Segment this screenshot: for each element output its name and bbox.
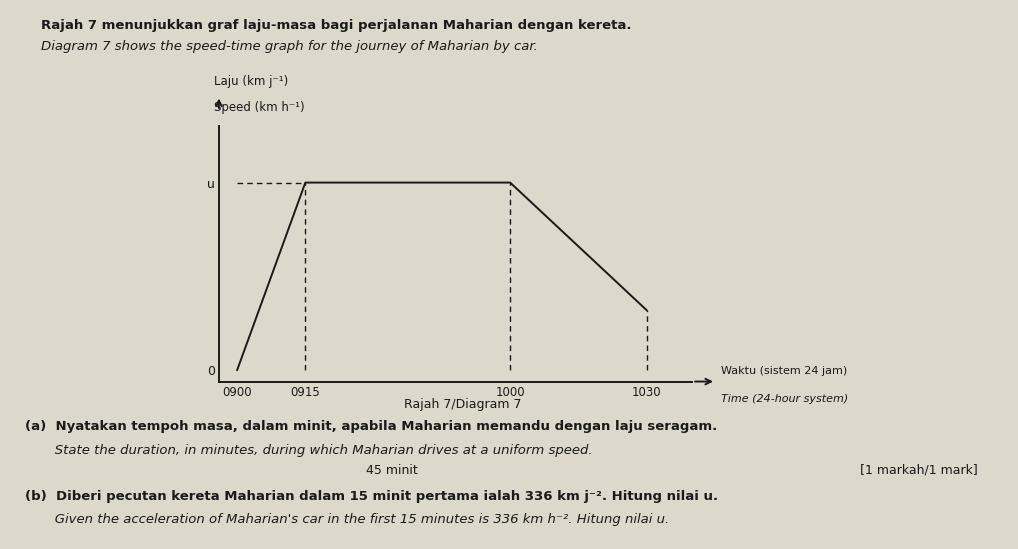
- Text: Waktu (sistem 24 jam): Waktu (sistem 24 jam): [721, 366, 847, 377]
- Text: State the duration, in minutes, during which Maharian drives at a uniform speed.: State the duration, in minutes, during w…: [25, 444, 593, 457]
- Text: (a)  Nyatakan tempoh masa, dalam minit, apabila Maharian memandu dengan laju ser: (a) Nyatakan tempoh masa, dalam minit, a…: [25, 420, 718, 433]
- Text: Time (24-hour system): Time (24-hour system): [721, 394, 848, 405]
- Text: (b)  Diberi pecutan kereta Maharian dalam 15 minit pertama ialah 336 km j⁻². Hit: (b) Diberi pecutan kereta Maharian dalam…: [25, 490, 719, 503]
- Text: Given the acceleration of Maharian's car in the first 15 minutes is 336 km h⁻². : Given the acceleration of Maharian's car…: [25, 513, 670, 526]
- Text: Speed (km h⁻¹): Speed (km h⁻¹): [214, 101, 304, 114]
- Text: Diagram 7 shows the speed-time graph for the journey of Maharian by car.: Diagram 7 shows the speed-time graph for…: [41, 40, 538, 53]
- Text: Rajah 7 menunjukkan graf laju-masa bagi perjalanan Maharian dengan kereta.: Rajah 7 menunjukkan graf laju-masa bagi …: [41, 19, 631, 32]
- Text: Rajah 7/Diagram 7: Rajah 7/Diagram 7: [404, 398, 522, 411]
- Text: [1 markah/1 mark]: [1 markah/1 mark]: [859, 464, 977, 477]
- Text: 45 minit: 45 minit: [366, 464, 418, 477]
- Text: Laju (km j⁻¹): Laju (km j⁻¹): [214, 75, 288, 88]
